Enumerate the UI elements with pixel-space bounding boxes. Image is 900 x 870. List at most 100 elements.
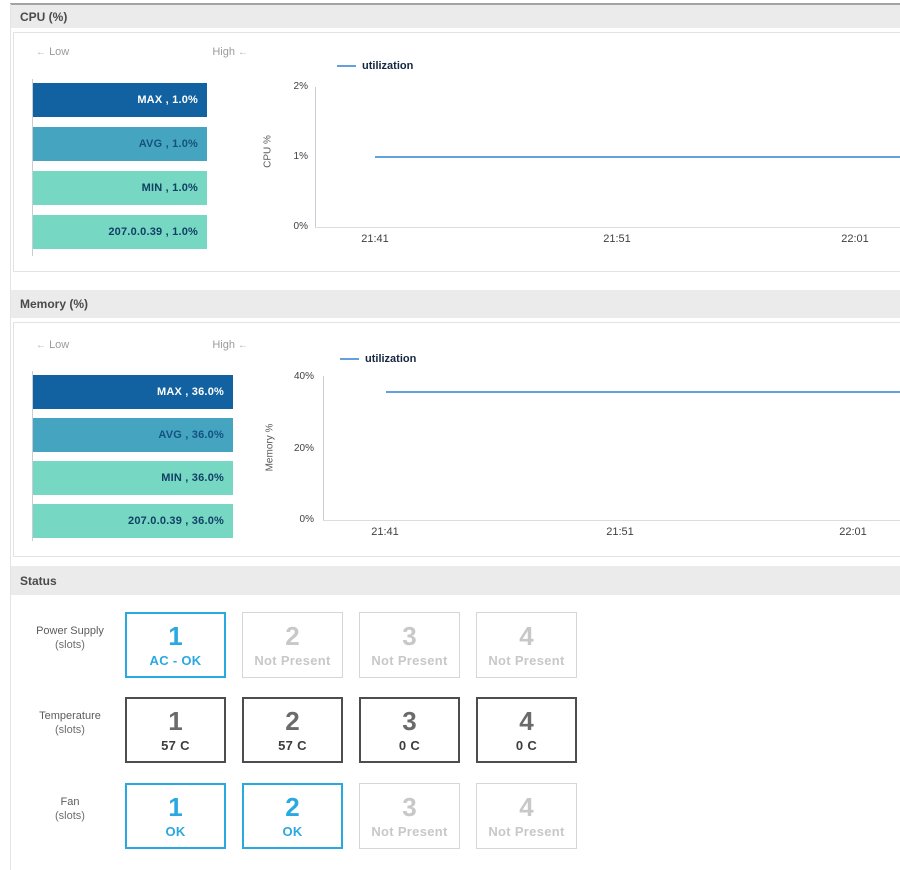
status-section-title: Status (20, 573, 57, 588)
memory-chart-legend: utilization (340, 353, 416, 365)
slot-number: 2 (285, 705, 300, 736)
slot-status: Not Present (488, 652, 565, 668)
slot-number: 3 (402, 791, 417, 822)
memory-bar-min-label: MIN , 36.0% (161, 472, 224, 484)
temperature-row-label: Temperature (slots) (30, 709, 110, 737)
memory-ytick-0: 0% (299, 514, 314, 525)
temperature-slot-1: 1 57 C (125, 697, 226, 763)
status-section-header: Status (11, 566, 900, 595)
cpu-high-scale-label: High ← (198, 46, 248, 58)
slot-status: 0 C (398, 737, 421, 753)
cpu-high-label: High (212, 46, 235, 58)
top-border-line (10, 3, 900, 5)
cpu-low-scale-label: ← Low (36, 46, 69, 58)
fan-slot-4: 4 Not Present (476, 783, 577, 849)
legend-line-icon (337, 65, 356, 67)
fan-label: Fan (60, 796, 80, 808)
power-supply-slot-4: 4 Not Present (476, 612, 577, 678)
cpu-bar-min-label: MIN , 1.0% (141, 182, 198, 194)
temperature-slot-4: 4 0 C (476, 697, 577, 763)
cpu-plot-x-axis (315, 227, 900, 228)
memory-ytick-20: 20% (293, 443, 314, 454)
slot-number: 3 (402, 705, 417, 736)
memory-xtick-2201: 22:01 (839, 526, 867, 538)
slot-number: 3 (402, 620, 417, 651)
memory-legend-label: utilization (365, 353, 417, 365)
power-supply-row-label: Power Supply (slots) (30, 624, 110, 652)
slot-status: OK (165, 823, 186, 839)
slot-status: 0 C (515, 737, 538, 753)
cpu-legend-label: utilization (362, 60, 414, 72)
left-arrow-icon: ← (238, 47, 248, 58)
left-arrow-icon: ← (36, 47, 46, 58)
power-supply-slot-2: 2 Not Present (242, 612, 343, 678)
memory-plot-y-axis (323, 376, 324, 520)
memory-plot-x-axis (323, 520, 900, 521)
cpu-utilization-line (375, 156, 900, 158)
memory-utilization-line (386, 391, 900, 393)
left-arrow-icon: ← (238, 340, 248, 351)
fan-sublabel: (slots) (55, 810, 85, 822)
cpu-bar-min: MIN , 1.0% (33, 171, 207, 205)
memory-low-label: Low (49, 339, 70, 351)
fan-slot-1: 1 OK (125, 783, 226, 849)
slot-number: 1 (168, 705, 183, 736)
memory-bar-avg: AVG , 36.0% (33, 418, 233, 452)
memory-bar-max: MAX , 36.0% (33, 375, 233, 409)
fan-row-label: Fan (slots) (30, 795, 110, 823)
cpu-bar-avg: AVG , 1.0% (33, 127, 207, 161)
cpu-section-title: CPU (%) (20, 9, 68, 24)
memory-ytick-40: 40% (293, 371, 314, 382)
slot-status: AC - OK (149, 652, 202, 668)
memory-bar-max-label: MAX , 36.0% (156, 386, 224, 398)
temperature-slot-3: 3 0 C (359, 697, 460, 763)
cpu-bar-axis (32, 79, 33, 256)
cpu-xtick-2141: 21:41 (361, 233, 389, 245)
memory-section-title: Memory (%) (20, 297, 89, 311)
temperature-label: Temperature (39, 710, 101, 722)
cpu-bar-max-label: MAX , 1.0% (137, 94, 198, 106)
left-arrow-icon: ← (36, 340, 46, 351)
power-supply-slot-1: 1 AC - OK (125, 612, 226, 678)
temperature-slot-2: 2 57 C (242, 697, 343, 763)
memory-high-label: High (212, 339, 235, 351)
fan-slot-3: 3 Not Present (359, 783, 460, 849)
cpu-bar-max: MAX , 1.0% (33, 83, 207, 117)
memory-bar-avg-label: AVG , 36.0% (158, 429, 224, 441)
cpu-bar-avg-label: AVG , 1.0% (138, 138, 198, 150)
memory-section-header: Memory (%) (11, 290, 900, 318)
slot-number: 4 (519, 791, 534, 822)
slot-status: Not Present (371, 652, 448, 668)
memory-bar-axis (32, 371, 33, 541)
memory-xtick-2151: 21:51 (606, 526, 634, 538)
cpu-plot-y-axis (315, 87, 316, 227)
slot-number: 4 (519, 620, 534, 651)
slot-status: Not Present (371, 823, 448, 839)
cpu-chart-legend: utilization (337, 60, 413, 72)
cpu-bar-node: 207.0.0.39 , 1.0% (33, 215, 207, 249)
slot-number: 2 (285, 791, 300, 822)
cpu-ytick-2: 2% (293, 81, 308, 92)
slot-number: 4 (519, 705, 534, 736)
slot-number: 2 (285, 620, 300, 651)
cpu-bar-node-label: 207.0.0.39 , 1.0% (108, 226, 198, 238)
cpu-section-header: CPU (%) (11, 5, 900, 28)
slot-status: Not Present (488, 823, 565, 839)
slot-status: OK (282, 823, 303, 839)
legend-line-icon (340, 358, 359, 360)
temperature-sublabel: (slots) (55, 724, 85, 736)
cpu-xtick-2151: 21:51 (603, 233, 631, 245)
memory-bar-node: 207.0.0.39 , 36.0% (33, 504, 233, 538)
power-supply-slot-3: 3 Not Present (359, 612, 460, 678)
slot-number: 1 (168, 620, 183, 651)
cpu-ytick-1: 1% (293, 151, 308, 162)
fan-slot-2: 2 OK (242, 783, 343, 849)
cpu-xtick-2201: 22:01 (841, 233, 869, 245)
slot-status: 57 C (161, 737, 190, 753)
cpu-ytick-0: 0% (293, 221, 308, 232)
left-border-line (10, 4, 11, 870)
memory-low-scale-label: ← Low (36, 339, 69, 351)
memory-bar-node-label: 207.0.0.39 , 36.0% (128, 515, 224, 527)
power-supply-label: Power Supply (36, 625, 104, 637)
